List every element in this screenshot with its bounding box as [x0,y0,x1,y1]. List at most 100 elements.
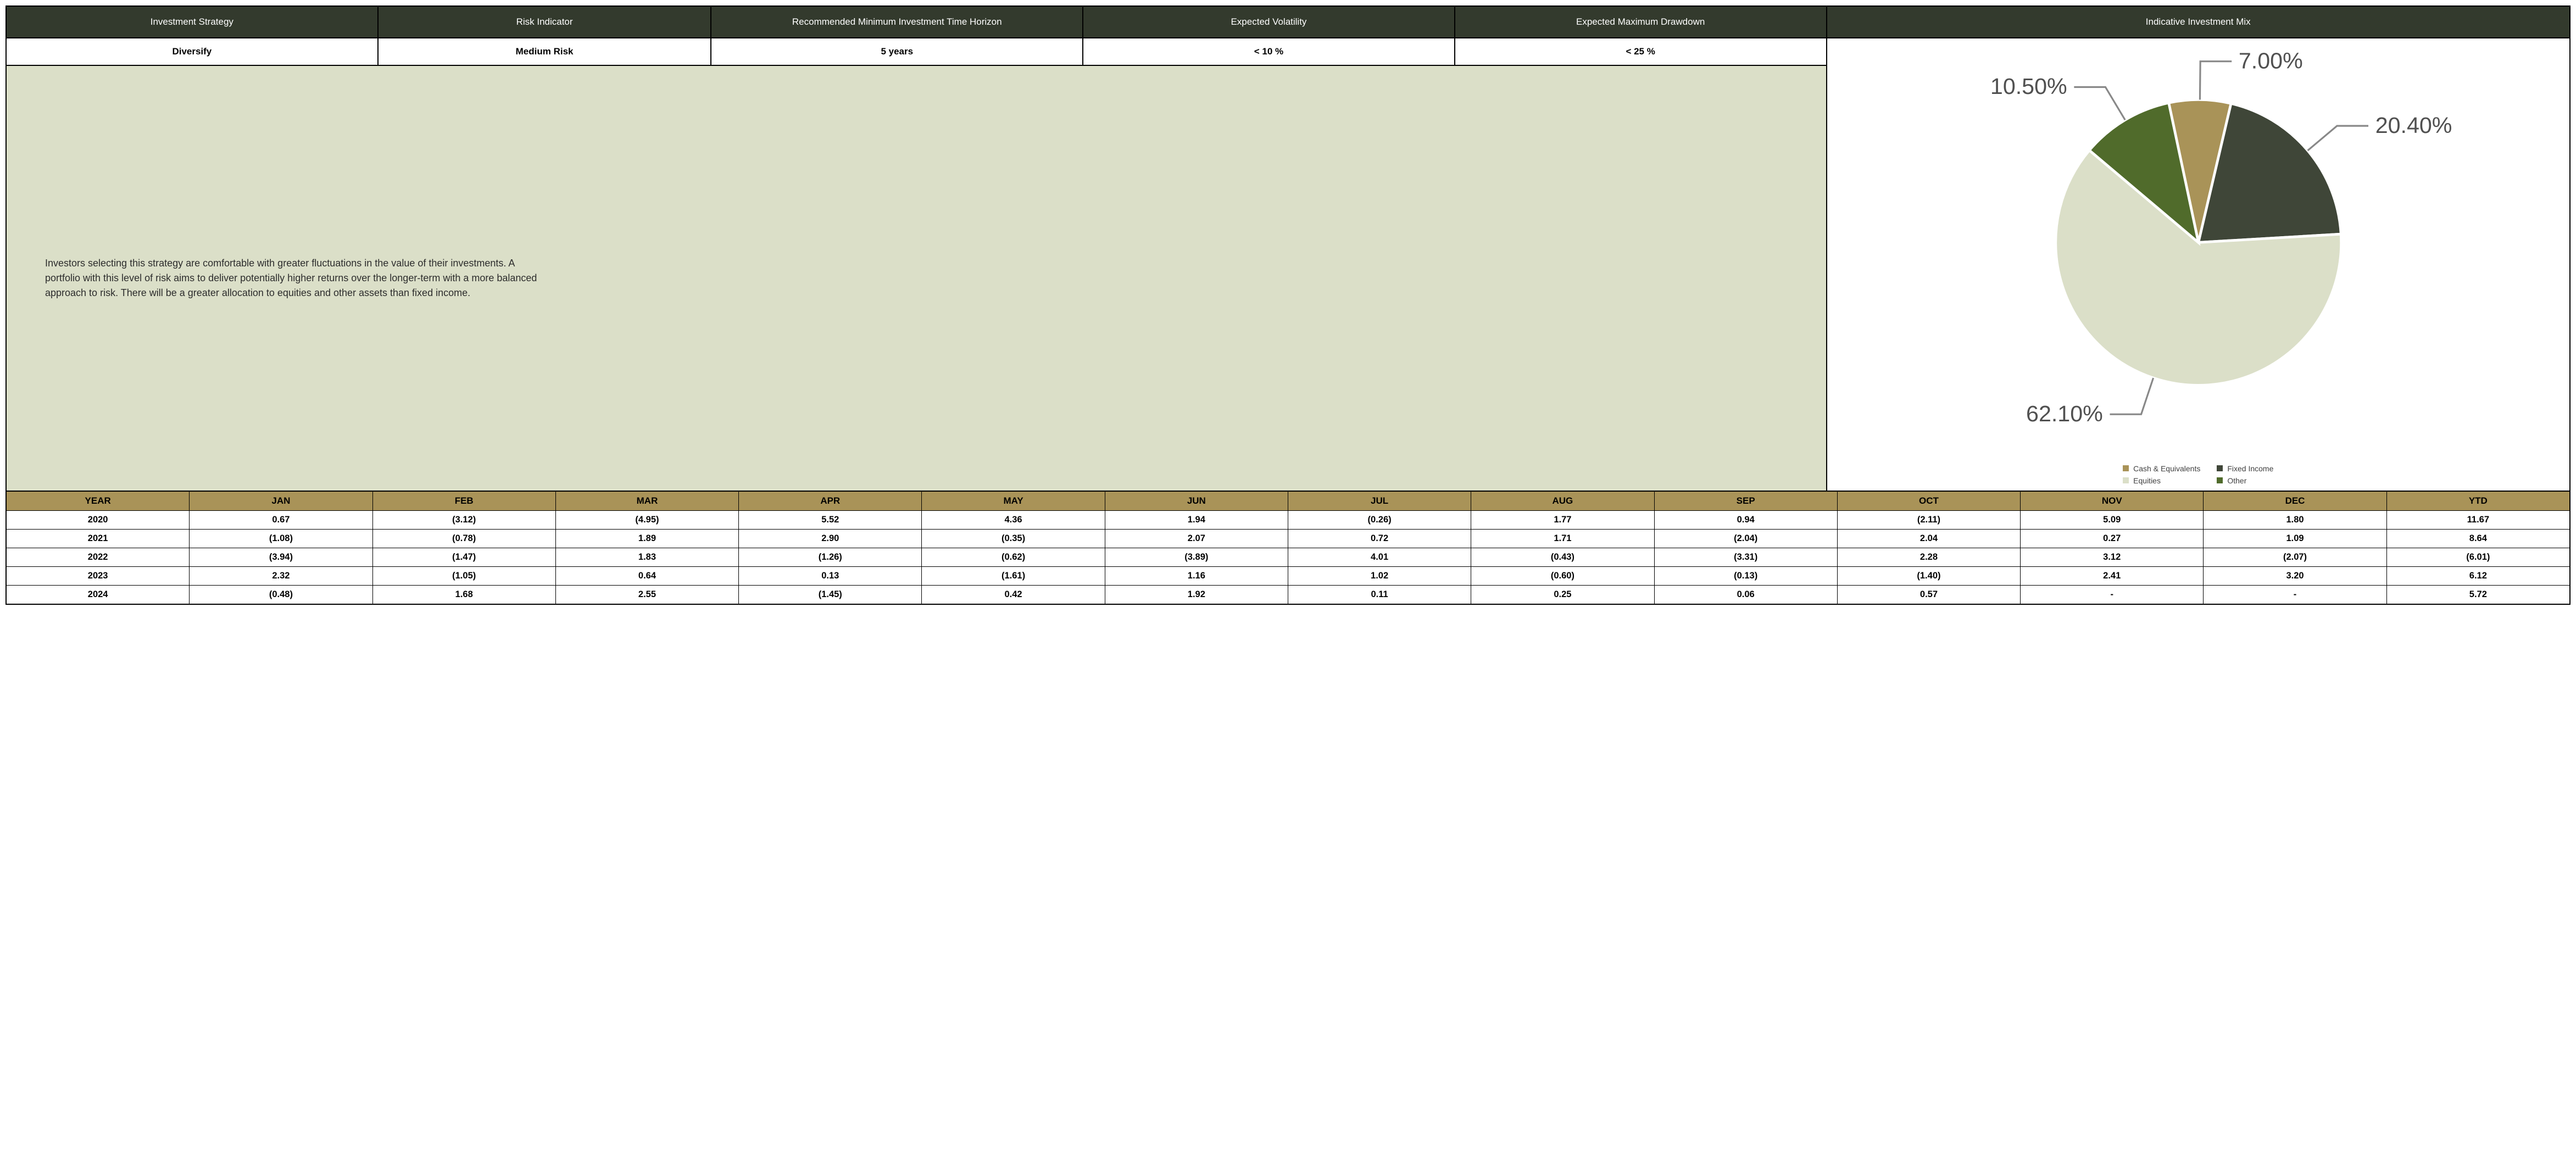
perf-cell: (6.01) [2386,548,2569,566]
legend-label: Cash & Equivalents [2133,464,2200,473]
perf-cell: 0.06 [1654,585,1837,604]
perf-col-header: FEB [372,491,555,510]
perf-col-header: JUL [1288,491,1471,510]
value-cell: < 10 % [1083,38,1455,65]
perf-cell: (2.04) [1654,529,1837,548]
perf-cell: 0.11 [1288,585,1471,604]
header-cell: Indicative Investment Mix [1827,6,2570,38]
perf-cell: (1.26) [739,548,922,566]
perf-cell: (1.47) [372,548,555,566]
perf-col-header: DEC [2204,491,2386,510]
perf-cell: 2024 [7,585,190,604]
value-cell: Medium Risk [378,38,711,65]
strategy-description: Investors selecting this strategy are co… [6,65,1827,491]
perf-cell: 1.83 [555,548,738,566]
perf-cell: 2.04 [1837,529,2020,548]
legend-item: Equities [2123,476,2200,485]
legend-label: Equities [2133,476,2161,485]
perf-cell: 0.42 [922,585,1105,604]
perf-cell: 11.67 [2386,510,2569,529]
perf-cell: 3.12 [2021,548,2204,566]
perf-cell: (1.08) [190,529,372,548]
perf-cell: (0.62) [922,548,1105,566]
legend-label: Fixed Income [2227,464,2273,473]
perf-cell: 1.80 [2204,510,2386,529]
description-text: Investors selecting this strategy are co… [45,256,550,300]
perf-cell: 0.64 [555,566,738,585]
legend-swatch [2123,477,2129,483]
perf-cell: 1.71 [1471,529,1654,548]
perf-cell: 1.68 [372,585,555,604]
perf-cell: - [2204,585,2386,604]
legend-label: Other [2227,476,2246,485]
perf-cell: (3.12) [372,510,555,529]
perf-cell: 1.77 [1471,510,1654,529]
perf-cell: (2.07) [2204,548,2386,566]
perf-cell: 2023 [7,566,190,585]
perf-cell: 0.13 [739,566,922,585]
perf-cell: 2.90 [739,529,922,548]
perf-cell: 1.89 [555,529,738,548]
table-row: 20232.32(1.05)0.640.13(1.61)1.161.02(0.6… [7,566,2570,585]
perf-cell: 4.36 [922,510,1105,529]
legend-swatch [2123,465,2129,471]
perf-cell: 2022 [7,548,190,566]
value-cell: < 25 % [1455,38,1827,65]
perf-cell: (0.60) [1471,566,1654,585]
factsheet: Investment StrategyRisk IndicatorRecomme… [5,5,2571,605]
investment-mix-chart: 7.00%20.40%62.10%10.50% Cash & Equivalen… [1827,38,2570,491]
perf-cell: 8.64 [2386,529,2569,548]
header-cell: Investment Strategy [6,6,378,38]
legend-swatch [2217,477,2223,483]
pie-area: 7.00%20.40%62.10%10.50% [1833,44,2564,462]
perf-cell: (1.61) [922,566,1105,585]
table-row: 2024(0.48)1.682.55(1.45)0.421.920.110.25… [7,585,2570,604]
table-row: 20200.67(3.12)(4.95)5.524.361.94(0.26)1.… [7,510,2570,529]
perf-cell: 1.16 [1105,566,1288,585]
perf-cell: 1.94 [1105,510,1288,529]
legend-item: Fixed Income [2217,464,2273,473]
perf-cell: 4.01 [1288,548,1471,566]
perf-col-header: APR [739,491,922,510]
performance-table: YEARJANFEBMARAPRMAYJUNJULAUGSEPOCTNOVDEC… [6,491,2570,604]
table-row: 2022(3.94)(1.47)1.83(1.26)(0.62)(3.89)4.… [7,548,2570,566]
legend-item: Cash & Equivalents [2123,464,2200,473]
pie-slice-label: 20.40% [2375,113,2452,138]
perf-col-header: YTD [2386,491,2569,510]
header-cell: Risk Indicator [378,6,711,38]
pie-svg: 7.00%20.40%62.10%10.50% [1833,44,2564,462]
perf-cell: 1.09 [2204,529,2386,548]
perf-cell: (0.78) [372,529,555,548]
table-row: 2021(1.08)(0.78)1.892.90(0.35)2.070.721.… [7,529,2570,548]
perf-col-header: YEAR [7,491,190,510]
value-cell: 5 years [711,38,1083,65]
perf-cell: (0.35) [922,529,1105,548]
perf-cell: (3.31) [1654,548,1837,566]
header-cell: Recommended Minimum Investment Time Hori… [711,6,1083,38]
perf-cell: 0.25 [1471,585,1654,604]
perf-cell: 5.09 [2021,510,2204,529]
perf-cell: 3.20 [2204,566,2386,585]
perf-cell: (1.05) [372,566,555,585]
perf-cell: (0.13) [1654,566,1837,585]
mid-row: DiversifyMedium Risk5 years< 10 %< 25 % … [6,38,2570,491]
header-cell: Expected Volatility [1083,6,1455,38]
header-cell: Expected Maximum Drawdown [1455,6,1827,38]
perf-cell: 2021 [7,529,190,548]
perf-cell: (1.40) [1837,566,2020,585]
perf-cell: (0.26) [1288,510,1471,529]
perf-cell: 2.32 [190,566,372,585]
perf-col-header: SEP [1654,491,1837,510]
perf-cell: 1.92 [1105,585,1288,604]
perf-cell: (3.89) [1105,548,1288,566]
header-row: Investment StrategyRisk IndicatorRecomme… [6,6,2570,38]
pie-legend: Cash & Equivalents Fixed Income Equities Ot… [2123,464,2273,485]
value-row: DiversifyMedium Risk5 years< 10 %< 25 % [6,38,1827,65]
perf-col-header: MAR [555,491,738,510]
perf-cell: - [2021,585,2204,604]
perf-cell: 2.55 [555,585,738,604]
perf-cell: 1.02 [1288,566,1471,585]
perf-cell: 2.41 [2021,566,2204,585]
value-cell: Diversify [6,38,378,65]
perf-cell: 0.67 [190,510,372,529]
